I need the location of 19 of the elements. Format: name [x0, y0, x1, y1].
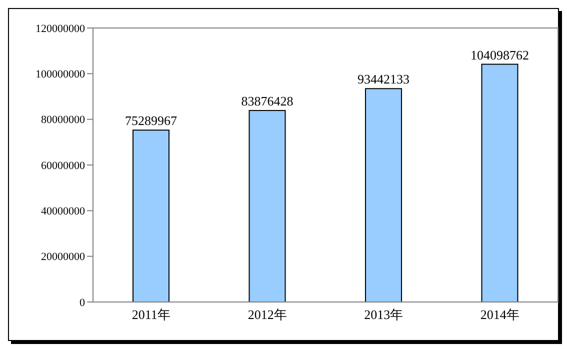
data-label: 75289967 — [125, 113, 178, 128]
data-label: 83876428 — [241, 93, 294, 108]
x-tick-label: 2012年 — [248, 307, 287, 322]
y-tick-label: 100000000 — [36, 68, 86, 81]
x-tick-label: 2014年 — [480, 307, 520, 322]
x-tick-label: 2013年 — [364, 307, 404, 322]
y-tick-label: 120000000 — [36, 22, 86, 35]
data-label: 93442133 — [358, 72, 410, 87]
data-label: 104098762 — [470, 47, 529, 62]
bar — [365, 88, 402, 302]
y-tick-label: 40000000 — [41, 206, 86, 218]
bar — [132, 130, 170, 302]
bar — [248, 110, 286, 302]
y-tick-label: 20000000 — [41, 251, 86, 264]
bar — [481, 64, 518, 302]
x-tick-label: 2011年 — [132, 307, 170, 322]
y-tick-label: 80000000 — [41, 114, 86, 126]
y-tick-label: 0 — [80, 296, 86, 309]
y-tick-label: 60000000 — [41, 160, 86, 172]
